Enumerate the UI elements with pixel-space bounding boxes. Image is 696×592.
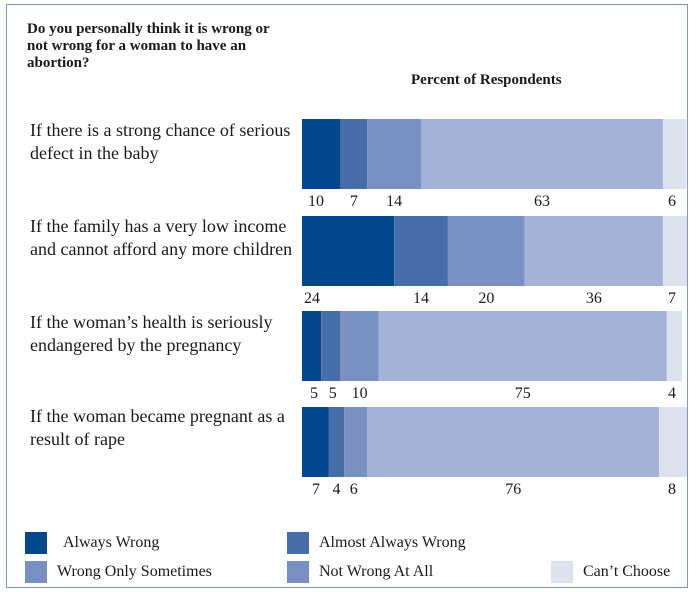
bar-segment [666, 311, 683, 381]
bar-segment [662, 216, 687, 286]
data-label: 8 [668, 481, 676, 498]
bar-segment [421, 119, 663, 189]
legend-label: Always Wrong [63, 534, 160, 551]
bar-segment [302, 216, 395, 286]
data-label: 24 [304, 290, 320, 307]
data-label: 36 [586, 290, 602, 307]
bar-segment [367, 407, 660, 477]
survey-question: Do you personally think it is wrong or n… [27, 21, 270, 71]
category-label-3: If the woman became pregnant as a result… [30, 406, 285, 449]
axis-title: Percent of Respondents [411, 72, 562, 88]
category-label-1: If the family has a very low income and … [30, 216, 293, 259]
data-label: 4 [333, 481, 341, 498]
bar-segment [321, 311, 341, 381]
data-label: 75 [515, 385, 531, 402]
data-label: 10 [352, 385, 368, 402]
bar-segment [524, 216, 663, 286]
bar-segment [340, 119, 368, 189]
legend-label: Wrong Only Sometimes [57, 563, 212, 580]
category-label-2: If the woman’s health is seriously endan… [30, 312, 273, 355]
data-label: 4 [668, 385, 676, 402]
data-label: 7 [668, 290, 676, 307]
legend-item-not-wrong-at-all: Not Wrong At All [287, 561, 433, 583]
legend-swatch [287, 532, 309, 554]
data-label: 7 [312, 481, 320, 498]
data-label: 14 [413, 290, 429, 307]
legend-swatch [25, 532, 47, 554]
bar-segment [662, 119, 686, 189]
bar-segment [302, 407, 329, 477]
data-label: 7 [350, 193, 358, 210]
data-label: 6 [350, 481, 358, 498]
stacked-bar-chart: 10 7 14 63 624 14 20 36 75 5 10 75 47 4 6 76 8 [302, 119, 687, 498]
category-label-0: If there is a strong chance of serious d… [30, 120, 291, 163]
legend-item-almost-always-wrong: Almost Always Wrong [287, 532, 466, 554]
data-label: 63 [534, 193, 550, 210]
data-label: 14 [386, 193, 402, 210]
data-label: 5 [310, 385, 318, 402]
bar-segment [328, 407, 345, 477]
legend-swatch [25, 561, 47, 583]
bar-segment [344, 407, 368, 477]
data-label: 10 [308, 193, 324, 210]
data-label: 5 [329, 385, 337, 402]
bar-segment [340, 311, 379, 381]
bar-segment [302, 311, 322, 381]
data-label: 20 [478, 290, 494, 307]
legend-swatch [551, 561, 573, 583]
legend-item-always-wrong: Always Wrong [25, 532, 159, 554]
legend-item-wrong-only-sometimes: Wrong Only Sometimes [25, 561, 212, 583]
bar-segment [302, 119, 341, 189]
legend-label: Can’t Choose [583, 563, 671, 580]
legend-item-cant-choose: Can’t Choose [551, 561, 670, 583]
chart-frame: Do you personally think it is wrong or n… [6, 4, 688, 588]
bar-segment [378, 311, 667, 381]
legend-label: Almost Always Wrong [319, 534, 466, 551]
data-label: 76 [505, 481, 521, 498]
bar-segment [394, 216, 448, 286]
bar-segment [367, 119, 422, 189]
bar-segment [447, 216, 525, 286]
legend-label: Not Wrong At All [319, 563, 434, 580]
data-label: 6 [668, 193, 676, 210]
legend-swatch [287, 561, 309, 583]
bar-segment [659, 407, 687, 477]
